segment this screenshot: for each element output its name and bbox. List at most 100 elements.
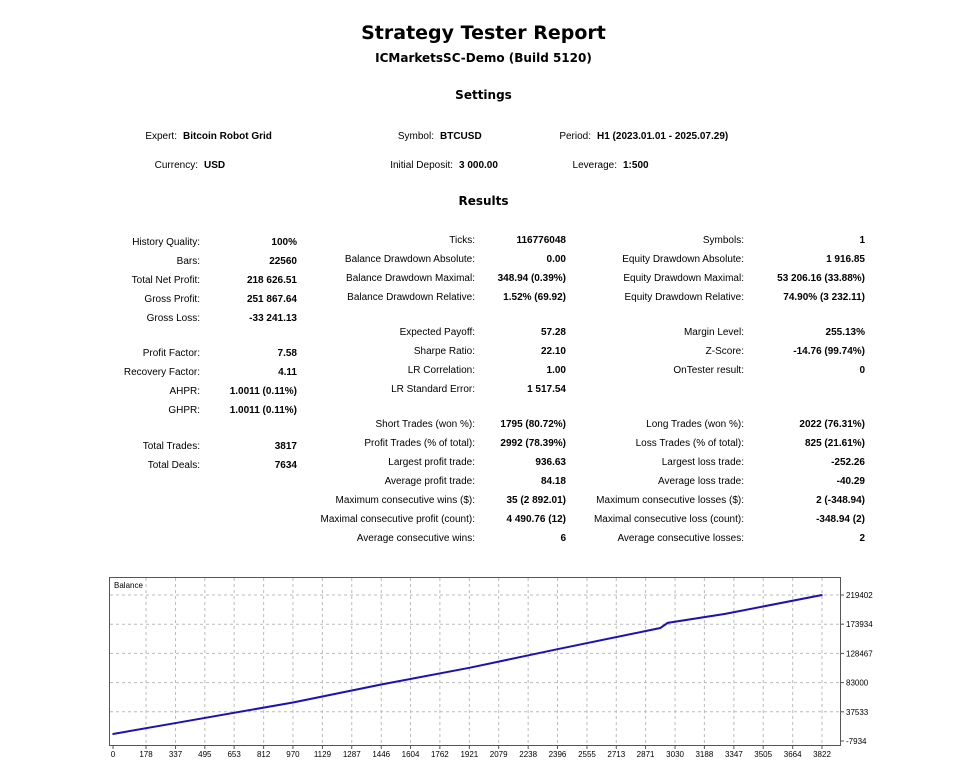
result-value: 1 916.85 (826, 254, 865, 265)
result-value: 6 (560, 533, 566, 544)
result-value: 84.18 (540, 476, 566, 487)
x-tick-label: 2238 (519, 750, 537, 759)
y-tick-label: 219402 (846, 591, 873, 600)
x-tick-label: 3505 (754, 750, 772, 759)
balance-point (174, 722, 177, 724)
result-label: Z-Score: (705, 346, 744, 357)
result-value: -14.76 (99.74%) (793, 346, 865, 357)
result-value: 57.28 (540, 327, 566, 338)
setting-label: Symbol: (397, 131, 434, 142)
result-value: 2022 (76.31%) (799, 419, 865, 430)
x-tick-label: 2396 (549, 750, 567, 759)
chart-frame (109, 577, 841, 746)
x-tick-label: 495 (198, 750, 212, 759)
result-value: 825 (21.61%) (804, 438, 865, 449)
result-label: Maximum consecutive wins ($): (335, 495, 475, 506)
settings-heading: Settings (455, 88, 512, 102)
x-tick-label: 1446 (372, 750, 390, 759)
balance-point (380, 683, 383, 686)
result-label: Long Trades (won %): (646, 419, 744, 430)
result-value: 100% (271, 237, 297, 248)
x-tick-label: 2871 (637, 750, 655, 759)
balance-point (821, 594, 823, 596)
balance-point (556, 648, 559, 651)
result-value: 7.58 (277, 348, 297, 359)
result-value: 0 (859, 365, 865, 376)
result-value: 116776048 (516, 235, 566, 246)
result-value: 4.11 (278, 367, 297, 378)
x-tick-label: 970 (286, 750, 300, 759)
result-label: Short Trades (won %): (375, 419, 475, 430)
result-label: Maximal consecutive loss (count): (593, 514, 744, 525)
y-tick-label: -7934 (846, 737, 867, 746)
result-value: 1.52% (69.92) (503, 292, 566, 303)
x-tick-label: 3347 (725, 750, 743, 759)
result-label: Equity Drawdown Relative: (624, 292, 745, 303)
result-label: Margin Level: (683, 327, 744, 338)
y-tick-label: 128467 (846, 649, 873, 658)
result-value: 1 517.54 (527, 384, 566, 395)
result-value: 1795 (80.72%) (500, 419, 566, 430)
x-tick-label: 337 (169, 750, 183, 759)
report-title: Strategy Tester Report (361, 22, 606, 44)
x-tick-label: 178 (139, 750, 153, 759)
chart-title: Balance (114, 581, 143, 590)
result-value: 2 (859, 533, 865, 544)
result-value: 4 490.76 (12) (506, 514, 567, 525)
result-value: 348.94 (0.39%) (497, 273, 566, 284)
result-label: Maximum consecutive losses ($): (596, 495, 744, 506)
result-label: Equity Drawdown Absolute: (622, 254, 744, 265)
balance-point (292, 701, 294, 704)
result-label: Largest profit trade: (388, 457, 475, 468)
result-value: 2992 (78.39%) (500, 438, 566, 449)
balance-point (659, 627, 662, 629)
result-label: AHPR: (169, 386, 200, 397)
result-label: Recovery Factor: (123, 367, 200, 378)
y-tick-label: 83000 (846, 679, 869, 688)
result-label: Ticks: (449, 235, 475, 246)
result-value: 3817 (274, 441, 297, 452)
result-value: -33 241.13 (249, 313, 297, 324)
result-label: Balance Drawdown Absolute: (344, 254, 475, 265)
result-label: Maximal consecutive profit (count): (320, 514, 475, 525)
balance-point (112, 733, 114, 735)
balance-point (468, 667, 471, 669)
setting-label: Initial Deposit: (390, 160, 453, 171)
x-tick-label: 2555 (578, 750, 596, 759)
result-label: Total Net Profit: (131, 275, 200, 286)
result-value: 218 626.51 (246, 275, 297, 286)
x-tick-label: 2079 (490, 750, 508, 759)
results-heading: Results (458, 194, 509, 208)
result-value: -348.94 (2) (816, 514, 865, 525)
result-value: 7634 (274, 460, 297, 471)
result-value: 2 (-348.94) (816, 495, 865, 506)
result-label: Total Trades: (142, 441, 200, 452)
setting-label: Period: (559, 131, 591, 142)
result-label: LR Standard Error: (391, 384, 475, 395)
balance-point (666, 622, 669, 624)
x-tick-label: 812 (257, 750, 271, 759)
x-tick-label: 1129 (314, 750, 332, 759)
x-tick-label: 1604 (402, 750, 420, 759)
setting-value: USD (204, 160, 226, 171)
result-label: Total Deals: (147, 460, 200, 471)
setting-label: Currency: (154, 160, 198, 171)
result-label: History Quality: (132, 237, 200, 248)
result-label: Expected Payoff: (399, 327, 475, 338)
setting-value: Bitcoin Robot Grid (183, 131, 272, 142)
result-label: Gross Profit: (144, 294, 200, 305)
result-label: Profit Trades (% of total): (364, 438, 475, 449)
result-value: 74.90% (3 232.11) (783, 292, 865, 303)
result-value: 1.00 (546, 365, 566, 376)
setting-value: BTCUSD (440, 131, 482, 142)
x-tick-label: 653 (227, 750, 241, 759)
result-label: Bars: (176, 256, 200, 267)
result-value: 35 (2 892.01) (506, 495, 567, 506)
result-label: Average consecutive wins: (356, 533, 475, 544)
result-value: 1.0011 (0.11%) (229, 386, 297, 397)
x-tick-label: 3030 (666, 750, 684, 759)
result-label: Average loss trade: (658, 476, 744, 487)
result-value: 1 (859, 235, 865, 246)
result-label: Largest loss trade: (661, 457, 744, 468)
